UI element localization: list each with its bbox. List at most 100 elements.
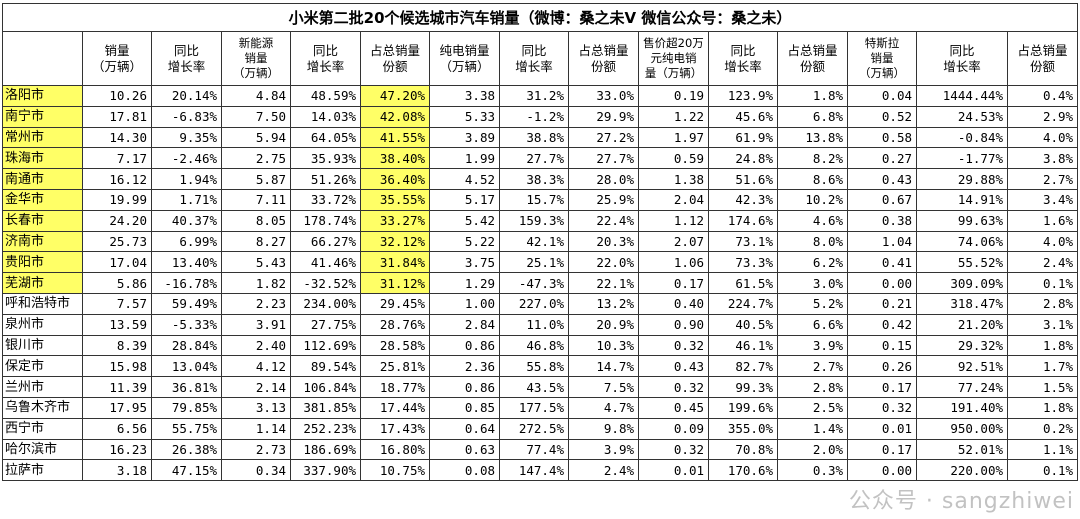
data-cell: 199.6%: [708, 396, 778, 419]
data-cell: 0.32: [847, 396, 917, 419]
data-cell: 32.12%: [360, 230, 430, 253]
data-cell: 6.99%: [151, 230, 222, 253]
data-cell: 1.8%: [777, 85, 848, 107]
data-cell: 73.3%: [708, 251, 778, 274]
data-cell: 33.0%: [568, 85, 639, 107]
data-cell: 35.93%: [290, 147, 361, 170]
city-name-cell: 西宁市: [2, 417, 83, 440]
column-header-1: 销量 （万辆）: [82, 31, 152, 86]
data-cell: 4.0%: [1006, 230, 1079, 253]
data-cell: 10.26: [82, 85, 152, 107]
data-cell: 147.4%: [499, 459, 569, 482]
data-cell: 0.90: [638, 313, 709, 336]
data-cell: 13.2%: [568, 292, 639, 315]
column-header-10: 同比 增长率: [708, 31, 778, 86]
data-cell: 0.09: [638, 417, 709, 440]
table-body: 洛阳市 10.26 20.14% 4.84 48.59% 47.20% 3.38 31.2% 3…: [2, 85, 1079, 482]
data-cell: 4.84: [221, 85, 291, 107]
data-cell: 31.84%: [360, 251, 430, 274]
column-header-line: 同比: [312, 42, 338, 58]
data-cell: 31.12%: [360, 272, 430, 294]
data-cell: 159.3%: [499, 209, 569, 232]
city-name-cell: 珠海市: [2, 147, 83, 170]
table-row: 泉州市 13.59 -5.33% 3.91 27.75% 28.76% 2.84 11.0% 2…: [2, 313, 1079, 336]
data-cell: 25.1%: [499, 251, 569, 274]
data-cell: 2.40: [221, 334, 291, 357]
city-name-cell: 兰州市: [2, 376, 83, 398]
data-cell: 3.38: [429, 85, 500, 107]
data-cell: 1.04: [847, 230, 917, 253]
data-cell: 0.00: [847, 272, 917, 294]
data-cell: 77.4%: [499, 438, 569, 461]
data-cell: 42.1%: [499, 230, 569, 253]
data-cell: 2.8%: [777, 376, 848, 398]
city-name-cell: 济南市: [2, 230, 83, 253]
column-header-line: 同比: [173, 42, 199, 58]
column-header-13: 同比 增长率: [916, 31, 1008, 86]
data-cell: 0.17: [847, 438, 917, 461]
data-cell: 3.9%: [568, 438, 639, 461]
data-cell: 0.2%: [1006, 417, 1079, 440]
column-header-line: 特斯拉: [864, 36, 900, 50]
data-cell: 48.59%: [290, 85, 361, 107]
data-cell: 7.5%: [568, 376, 639, 398]
table-row: 南通市 16.12 1.94% 5.87 51.26% 36.40% 4.52 38.3% 28…: [2, 168, 1079, 190]
data-cell: 0.85: [429, 396, 500, 419]
data-cell: 27.2%: [568, 126, 639, 149]
data-cell: 31.2%: [499, 85, 569, 107]
table-row: 拉萨市 3.18 47.15% 0.34 337.90% 10.75% 0.08 147.4%…: [2, 459, 1079, 482]
data-cell: 14.91%: [916, 188, 1008, 211]
data-cell: 2.4%: [568, 459, 639, 482]
data-cell: 28.84%: [151, 334, 222, 357]
data-cell: 0.52: [847, 105, 917, 128]
data-cell: 15.98: [82, 355, 152, 378]
data-cell: 178.74%: [290, 209, 361, 232]
data-cell: 5.33: [429, 105, 500, 128]
data-cell: 1.29: [429, 272, 500, 294]
data-cell: 3.18: [82, 459, 152, 482]
data-cell: 8.05: [221, 209, 291, 232]
data-cell: 0.40: [638, 292, 709, 315]
data-cell: 272.5%: [499, 417, 569, 440]
data-cell: 13.8%: [777, 126, 848, 149]
column-header-line: （万辆）: [233, 66, 279, 80]
column-header-line: 份额: [382, 58, 408, 74]
data-cell: 5.42: [429, 209, 500, 232]
column-header-line: 占总销量: [787, 42, 838, 58]
column-header-line: 元纯电销: [650, 51, 697, 65]
data-cell: 2.84: [429, 313, 500, 336]
data-cell: 61.9%: [708, 126, 778, 149]
data-cell: 17.81: [82, 105, 152, 128]
data-cell: 79.85%: [151, 396, 222, 419]
table-row: 洛阳市 10.26 20.14% 4.84 48.59% 47.20% 3.38 31.2% 3…: [2, 85, 1079, 107]
data-cell: 2.5%: [777, 396, 848, 419]
data-cell: 25.73: [82, 230, 152, 253]
data-cell: -32.52%: [290, 272, 361, 294]
data-cell: 7.17: [82, 147, 152, 170]
data-cell: 13.04%: [151, 355, 222, 378]
data-cell: 16.12: [82, 168, 152, 190]
sales-table-container: 小米第二批20个候选城市汽车销量（微博：桑之未V 微信公众号：桑之未） 销量 （万…: [1, 3, 1079, 482]
data-cell: 42.3%: [708, 188, 778, 211]
table-row: 哈尔滨市 16.23 26.38% 2.73 186.69% 16.80% 0.63 77.4…: [2, 438, 1079, 461]
data-cell: 3.1%: [1006, 313, 1079, 336]
table-row: 贵阳市 17.04 13.40% 5.43 41.46% 31.84% 3.75 25.1% 2…: [2, 251, 1079, 274]
column-header-line: 量（万辆）: [644, 66, 703, 80]
table-row: 金华市 19.99 1.71% 7.11 33.72% 35.55% 5.17 15.7% 25…: [2, 188, 1079, 211]
data-cell: 123.9%: [708, 85, 778, 107]
data-cell: 0.21: [847, 292, 917, 315]
city-name-cell: 银川市: [2, 334, 83, 357]
data-cell: 1.8%: [1006, 396, 1079, 419]
data-cell: -1.77%: [916, 147, 1008, 170]
data-cell: 0.34: [221, 459, 291, 482]
city-name-cell: 常州市: [2, 126, 83, 149]
data-cell: 10.2%: [777, 188, 848, 211]
data-cell: 8.0%: [777, 230, 848, 253]
data-cell: 10.75%: [360, 459, 430, 482]
data-cell: 27.7%: [568, 147, 639, 170]
data-cell: 46.1%: [708, 334, 778, 357]
watermark: 公众号 · sangzhiwei: [848, 489, 1074, 514]
data-cell: 2.0%: [777, 438, 848, 461]
data-cell: 177.5%: [499, 396, 569, 419]
data-cell: 381.85%: [290, 396, 361, 419]
